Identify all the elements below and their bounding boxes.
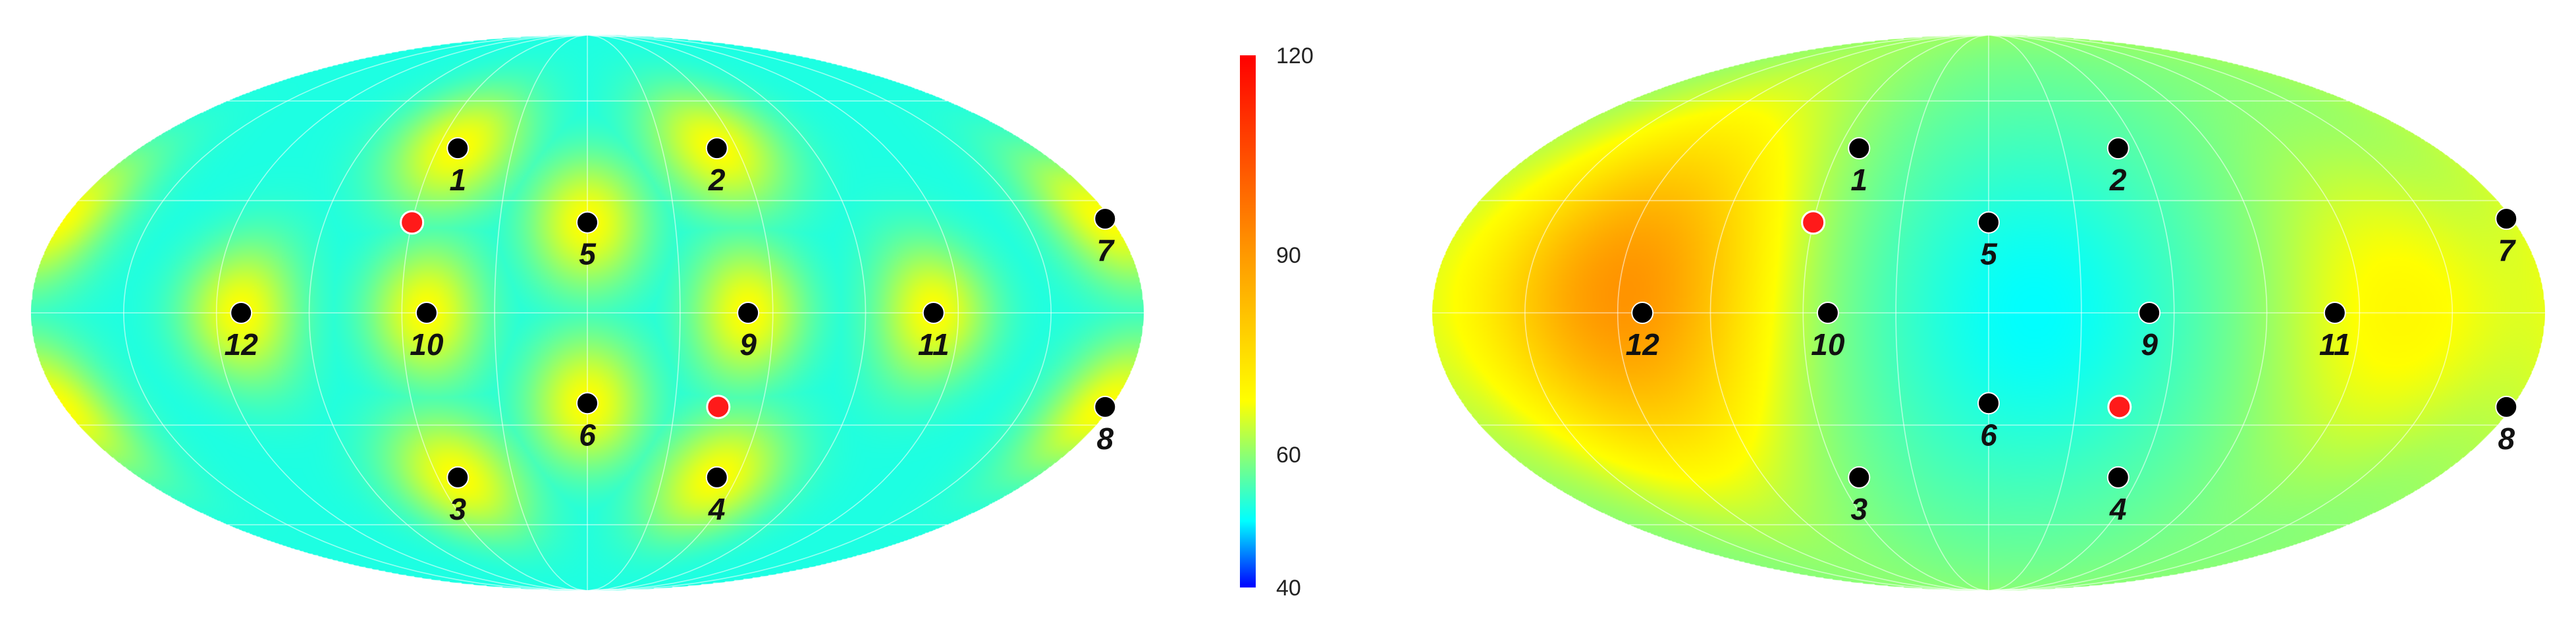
marker-point-10: [1816, 302, 1839, 324]
marker-label-9: 9: [2141, 327, 2158, 362]
colorbar-tick-label: 120: [1276, 43, 1314, 68]
marker-point-1: [446, 137, 470, 160]
marker-label-5: 5: [1980, 237, 1998, 271]
marker-label-4: 4: [2109, 492, 2127, 526]
marker-label-12: 12: [1626, 327, 1660, 362]
left-graticule: [31, 35, 1144, 591]
marker-label-2: 2: [708, 163, 726, 197]
colorbar-tick-label: 60: [1276, 443, 1301, 468]
marker-label-10: 10: [410, 327, 444, 362]
marker-point-10: [415, 302, 438, 324]
marker-label-2: 2: [2109, 163, 2127, 197]
colorbar: 120 90 60 40: [1240, 43, 1314, 601]
marker-point-3: [446, 466, 470, 489]
right-graticule: [1432, 35, 2545, 591]
marker-label-7: 7: [1096, 233, 1115, 267]
marker-point-5: [1977, 211, 2000, 234]
special-point: [2107, 395, 2132, 420]
marker-point-8: [1094, 395, 1117, 418]
marker-point-11: [2323, 302, 2346, 324]
marker-point-11: [922, 302, 945, 324]
colorbar-tick-label: 90: [1276, 243, 1301, 268]
special-point: [400, 210, 425, 235]
colorbar-ticks: 120 90 60 40: [1276, 43, 1314, 601]
marker-label-11: 11: [918, 327, 950, 362]
marker-label-6: 6: [1980, 418, 1997, 452]
marker-point-2: [705, 137, 728, 160]
colorbar-tick-label: 40: [1276, 576, 1301, 601]
marker-point-7: [2495, 207, 2518, 231]
marker-point-9: [2138, 302, 2161, 324]
marker-point-6: [576, 392, 599, 415]
marker-label-3: 3: [449, 492, 466, 526]
marker-label-8: 8: [2498, 422, 2515, 456]
marker-point-9: [737, 302, 760, 324]
marker-label-5: 5: [579, 237, 597, 271]
marker-label-4: 4: [708, 492, 726, 526]
special-point: [1801, 210, 1826, 235]
marker-label-11: 11: [2319, 327, 2351, 362]
marker-point-3: [1848, 466, 1871, 489]
marker-label-12: 12: [225, 327, 259, 362]
marker-point-2: [2106, 137, 2130, 160]
marker-point-12: [230, 302, 253, 324]
marker-point-4: [2106, 466, 2130, 489]
marker-point-8: [2495, 395, 2518, 418]
marker-label-8: 8: [1096, 422, 1114, 456]
marker-point-7: [1094, 207, 1117, 231]
marker-label-3: 3: [1850, 492, 1867, 526]
marker-label-6: 6: [579, 418, 596, 452]
marker-label-10: 10: [1811, 327, 1845, 362]
marker-point-4: [705, 466, 728, 489]
special-point: [706, 395, 731, 420]
marker-label-9: 9: [739, 327, 757, 362]
marker-point-6: [1977, 392, 2000, 415]
marker-label-1: 1: [1850, 163, 1867, 197]
marker-point-5: [576, 211, 599, 234]
colorbar-bar: [1240, 55, 1256, 587]
marker-point-12: [1631, 302, 1654, 324]
marker-label-1: 1: [449, 163, 466, 197]
marker-point-1: [1848, 137, 1871, 160]
marker-label-7: 7: [2498, 233, 2516, 267]
